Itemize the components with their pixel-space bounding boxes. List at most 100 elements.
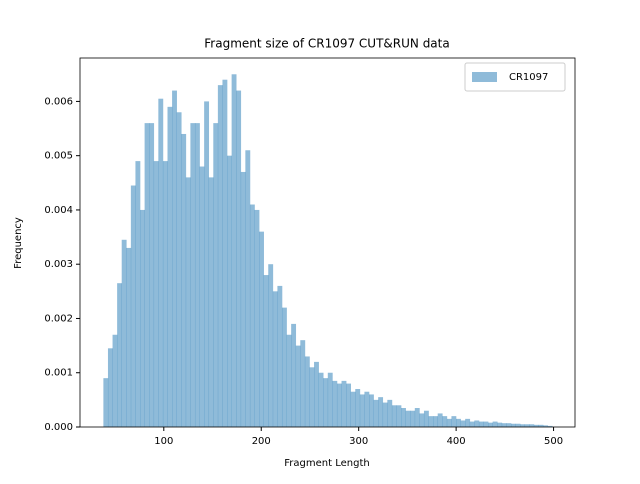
bar — [451, 416, 457, 427]
bar — [483, 421, 489, 427]
bar — [405, 410, 411, 427]
x-tick-label: 400 — [447, 436, 466, 447]
bar — [208, 177, 214, 427]
bar — [501, 423, 507, 427]
legend-label: CR1097 — [509, 72, 548, 83]
bar — [144, 123, 150, 427]
bar — [112, 334, 118, 427]
bar — [117, 283, 123, 427]
bar — [433, 416, 439, 427]
bar — [140, 209, 145, 427]
bar — [382, 402, 388, 427]
bar — [373, 399, 379, 427]
bar — [222, 79, 228, 428]
bar — [423, 410, 429, 427]
bar — [130, 185, 136, 427]
bar — [359, 394, 365, 427]
bar — [401, 408, 406, 427]
bar — [369, 394, 374, 427]
bar — [437, 413, 443, 427]
bar — [543, 425, 548, 427]
bar — [506, 423, 512, 427]
y-tick-label: 0.006 — [44, 96, 73, 107]
bar — [323, 378, 329, 427]
legend-swatch — [472, 72, 497, 82]
bar — [456, 418, 461, 427]
bar — [304, 356, 310, 427]
x-tick-label: 300 — [349, 436, 368, 447]
bar — [162, 161, 168, 427]
x-tick-label: 500 — [544, 436, 563, 447]
bar — [538, 424, 544, 427]
bar — [107, 348, 113, 427]
bar — [268, 264, 274, 427]
y-tick-label: 0.003 — [44, 259, 73, 270]
bar — [291, 323, 297, 427]
bar — [378, 397, 384, 427]
y-tick-label: 0.001 — [44, 368, 73, 379]
bar — [446, 418, 452, 427]
bar — [318, 372, 324, 427]
bar — [254, 209, 260, 427]
bar — [364, 391, 370, 427]
bar — [300, 340, 306, 427]
bar — [172, 90, 177, 427]
bar — [327, 372, 333, 427]
bar — [414, 408, 420, 427]
bar — [529, 424, 535, 427]
bar — [249, 204, 255, 427]
bar — [176, 112, 182, 427]
bar — [272, 291, 278, 427]
bar — [465, 418, 471, 427]
bar — [332, 380, 338, 427]
bar — [204, 101, 210, 427]
bar — [524, 424, 530, 427]
bar — [149, 123, 155, 427]
bar — [153, 161, 159, 427]
bar — [346, 383, 351, 427]
bar — [190, 123, 196, 427]
legend-box — [464, 62, 566, 92]
bar — [286, 334, 292, 427]
bar — [167, 106, 173, 428]
bar — [259, 231, 264, 427]
axes-frame — [79, 57, 576, 428]
bar — [355, 389, 361, 427]
bar — [121, 239, 127, 427]
bar — [240, 171, 246, 427]
bar — [158, 98, 164, 427]
bar — [236, 90, 242, 427]
bar — [547, 425, 553, 427]
x-axis-label: Fragment Length — [284, 458, 369, 469]
bar — [396, 405, 402, 427]
bar — [231, 74, 237, 427]
y-tick-label: 0.002 — [44, 313, 73, 324]
y-tick-label: 0.005 — [44, 151, 73, 162]
bar — [469, 421, 475, 427]
x-tick-label: 100 — [154, 436, 173, 447]
bar — [217, 85, 223, 427]
bar — [510, 423, 516, 427]
bar — [497, 422, 503, 427]
bar — [181, 133, 187, 427]
bar — [103, 378, 109, 427]
y-tick-label: 0.004 — [44, 205, 73, 216]
bar — [227, 155, 232, 428]
bar — [492, 421, 498, 427]
bar — [336, 383, 342, 427]
bar — [314, 361, 319, 427]
bar — [199, 166, 205, 427]
bar — [460, 420, 466, 427]
bar — [309, 367, 315, 427]
bar — [126, 247, 132, 427]
bar — [478, 421, 484, 427]
bar — [428, 416, 434, 427]
bar — [281, 307, 287, 427]
bar — [185, 177, 191, 427]
bar — [135, 161, 141, 427]
bar — [387, 399, 393, 427]
bar — [391, 405, 397, 427]
bar — [213, 123, 219, 427]
bar — [419, 413, 425, 427]
